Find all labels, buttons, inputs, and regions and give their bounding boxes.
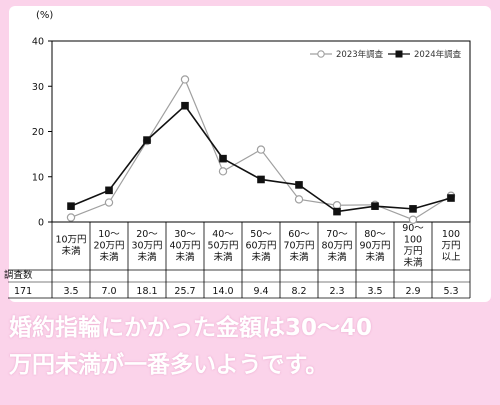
data-point-2024年調査 <box>295 181 303 189</box>
legend-label: 2024年調査 <box>414 49 462 60</box>
chart-card <box>9 6 491 302</box>
y-tick-label: 30 <box>32 82 44 93</box>
table-cell: 2.3 <box>329 286 344 297</box>
series-line-2024年調査 <box>70 104 452 213</box>
table-header-label: 調査数 <box>4 269 33 281</box>
category-label: 30万円 <box>131 240 162 251</box>
category-label: 60～ <box>288 229 310 240</box>
table-cell: 3.5 <box>367 286 382 297</box>
chart-frame <box>8 40 471 299</box>
y-tick-label: 20 <box>32 127 44 138</box>
data-point-2023年調査 <box>332 201 342 210</box>
category-label: 20万円 <box>93 240 124 251</box>
data-point-2024年調査 <box>333 207 341 216</box>
data-point-2023年調査 <box>218 167 228 176</box>
table-cell: 14.0 <box>212 286 233 297</box>
table-cell: 18.1 <box>136 286 157 297</box>
table-cell: 5.3 <box>443 286 458 297</box>
data-point-2023年調査 <box>256 145 266 154</box>
category-label: 未満 <box>403 257 423 269</box>
caption-line-1: 婚約指輪にかかった金額は30～40 <box>9 315 373 341</box>
category-label: 10万円 <box>55 235 86 246</box>
table-cell: 25.7 <box>174 286 195 297</box>
category-label: 未満 <box>213 251 233 263</box>
caption-line-2: 万円未満が一番多いようです。 <box>9 352 329 378</box>
legend-marker <box>395 50 403 58</box>
category-label: 50万円 <box>207 240 238 251</box>
data-table: 調査数 171 3.5 7.0 18.1 25.7 14.0 9.4 8.2 2.3 3.5 2.… <box>4 269 459 297</box>
category-label: 未満 <box>289 251 309 263</box>
table-cell: 7.0 <box>101 286 116 297</box>
category-label: 未満 <box>327 251 347 263</box>
data-point-2024年調査 <box>447 194 455 202</box>
category-label: 100 <box>404 235 422 246</box>
category-label: 70～ <box>326 229 348 240</box>
category-label: 90～ <box>402 223 424 234</box>
category-label: 30～ <box>174 229 196 240</box>
category-label: 10～ <box>98 229 120 240</box>
table-header-value: 171 <box>14 286 32 297</box>
legend-label: 2023年調査 <box>336 49 384 60</box>
data-point-2024年調査 <box>105 186 113 195</box>
category-label: 未満 <box>251 251 271 263</box>
data-point-2023年調査 <box>294 195 304 204</box>
data-point-2023年調査 <box>408 215 418 224</box>
series-lines <box>66 75 456 224</box>
category-label: 未満 <box>61 245 81 257</box>
category-label: 万円 <box>441 240 460 251</box>
category-label: 未満 <box>99 251 119 263</box>
category-label: 40万円 <box>169 240 200 251</box>
category-label: 未満 <box>137 251 157 263</box>
category-label: 万円 <box>403 246 422 257</box>
data-point-2024年調査 <box>219 154 227 163</box>
data-point-2024年調査 <box>409 205 417 213</box>
data-point-2024年調査 <box>371 202 379 210</box>
data-point-2024年調査 <box>181 101 189 110</box>
category-label: 90万円 <box>359 240 390 251</box>
data-point-2023年調査 <box>66 213 76 222</box>
data-point-2023年調査 <box>104 198 114 207</box>
data-point-2023年調査 <box>180 75 190 84</box>
y-tick-label: 10 <box>32 172 44 183</box>
table-cell: 2.9 <box>405 286 420 297</box>
category-label: 以上 <box>441 252 461 263</box>
legend-marker <box>317 50 325 58</box>
category-label: 60万円 <box>245 240 276 251</box>
category-label: 未満 <box>365 251 385 263</box>
plot-border <box>51 40 471 223</box>
table-cell: 8.2 <box>291 286 306 297</box>
category-label: 80～ <box>364 229 386 240</box>
category-label: 70万円 <box>283 240 314 251</box>
y-tick-label: 40 <box>32 37 44 48</box>
y-axis-ticks: 0 10 20 30 40 <box>32 37 52 229</box>
category-label: 40～ <box>212 229 234 240</box>
caption: 婚約指輪にかかった金額は30～40 万円未満が一番多いようです。 <box>9 310 491 384</box>
y-axis-unit-label: (%) <box>36 10 53 21</box>
data-point-2024年調査 <box>67 202 75 210</box>
category-label: 未満 <box>175 251 195 263</box>
data-point-2024年調査 <box>143 136 151 144</box>
legend: 2023年調査 2024年調査 <box>310 49 462 60</box>
y-tick-label: 0 <box>38 218 44 229</box>
table-cell: 3.5 <box>63 286 78 297</box>
category-label: 50～ <box>250 229 272 240</box>
category-label: 20～ <box>136 229 158 240</box>
table-cell: 9.4 <box>253 286 268 297</box>
category-label: 100 <box>442 229 460 240</box>
data-point-2024年調査 <box>257 175 265 184</box>
category-labels: 10万円未満10～20万円未満20～30万円未満30～40万円未満40～50万円… <box>55 223 461 269</box>
category-label: 80万円 <box>321 240 352 251</box>
